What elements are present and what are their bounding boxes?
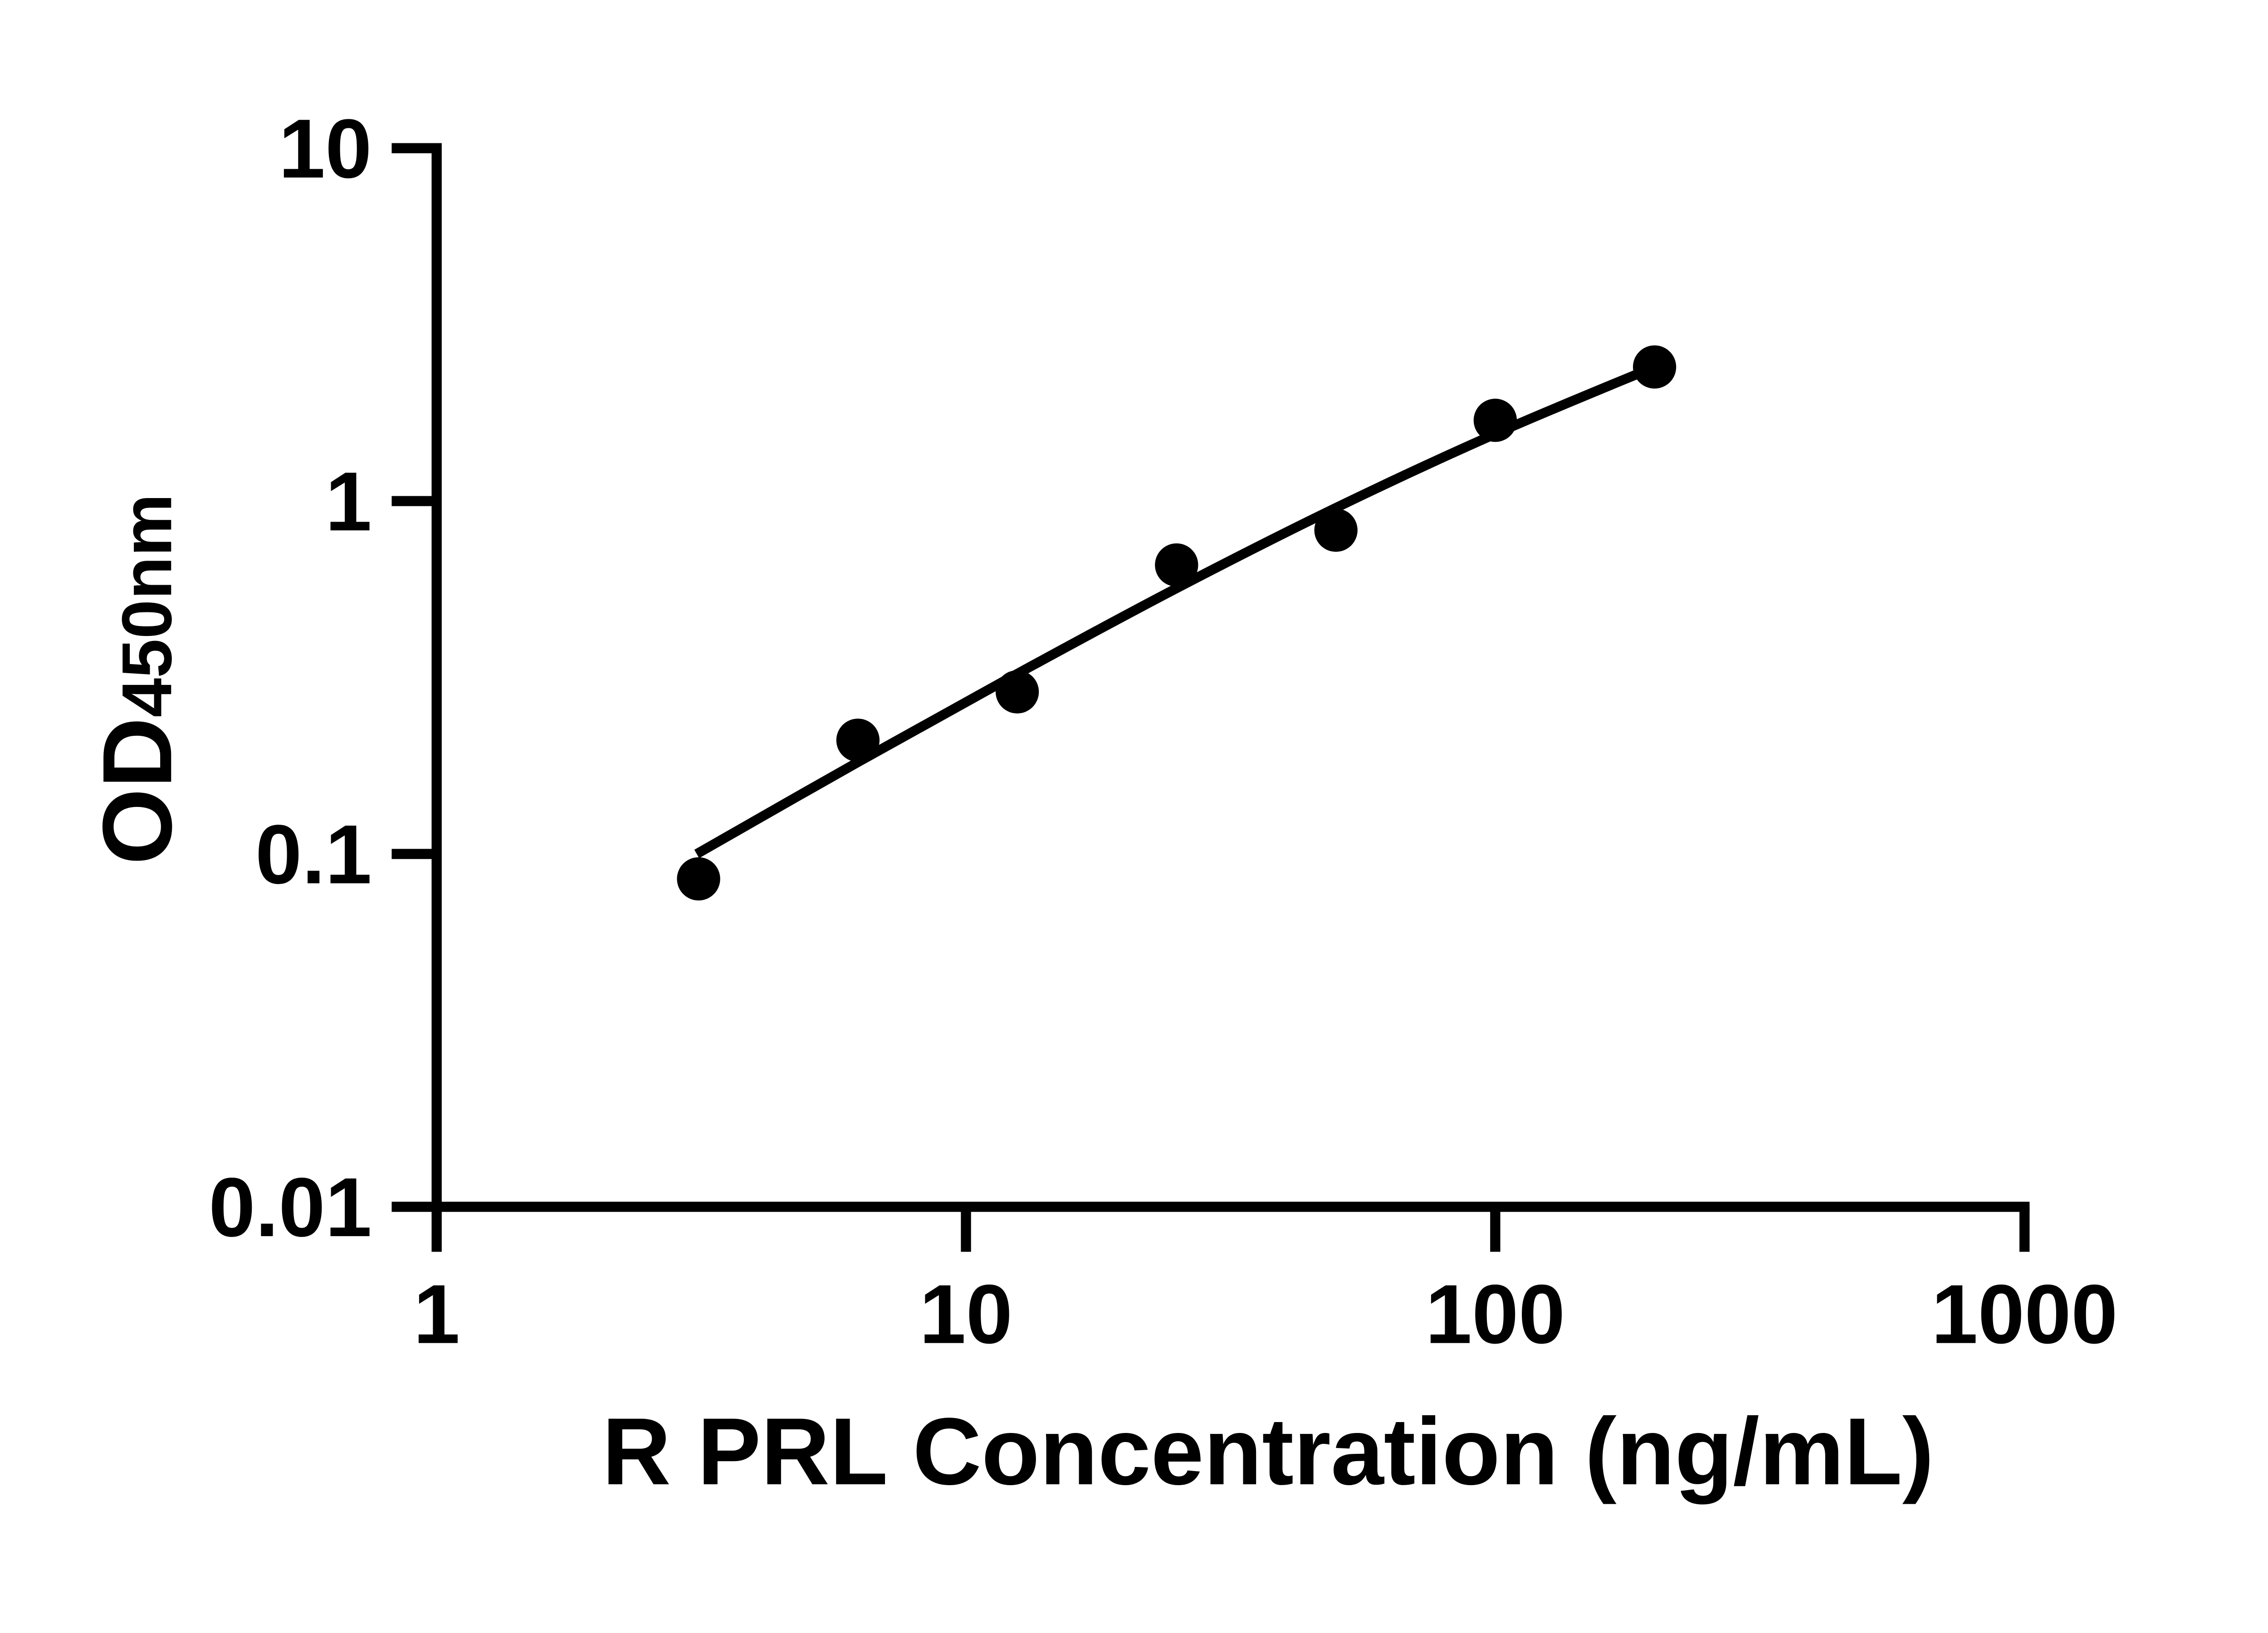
- x-axis-title: R PRL Concentration (ng/mL): [602, 1398, 1934, 1505]
- data-point: [677, 857, 720, 901]
- x-tick-label: 1000: [1931, 1268, 2118, 1361]
- y-axis-title: OD450nm: [82, 494, 192, 865]
- y-tick-label: 0.1: [255, 808, 372, 901]
- x-tick-label: 1: [413, 1268, 460, 1361]
- data-point: [836, 719, 880, 762]
- y-axis-title-main: OD: [82, 717, 192, 865]
- x-axis: 1 10 100 1000: [413, 1202, 2118, 1361]
- y-tick-label: 10: [279, 102, 372, 196]
- data-point: [1473, 398, 1517, 442]
- y-axis-ticks: 10 1 0.1 0.01: [209, 102, 437, 1254]
- fit-curve-line: [694, 362, 1657, 858]
- data-point: [1155, 543, 1198, 587]
- y-axis-title-sub: 450nm: [107, 494, 186, 717]
- y-axis: 10 1 0.1 0.01: [209, 102, 442, 1254]
- data-point: [1633, 345, 1677, 389]
- data-point: [1314, 508, 1358, 552]
- figure: 10 1 0.1 0.01 1 10 100 1000 R PRL Concentratio…: [82, 102, 2118, 1505]
- y-tick-label: 0.01: [209, 1161, 372, 1254]
- data-points: [677, 345, 1677, 901]
- x-axis-ticks: 1 10 100 1000: [413, 1207, 2118, 1361]
- x-tick-label: 10: [919, 1268, 1013, 1361]
- data-point: [995, 670, 1039, 714]
- x-tick-label: 100: [1425, 1268, 1565, 1361]
- standard-curve-chart: 10 1 0.1 0.01 1 10 100 1000 R PRL Concentratio…: [82, 102, 2118, 1505]
- y-tick-label: 1: [325, 455, 372, 548]
